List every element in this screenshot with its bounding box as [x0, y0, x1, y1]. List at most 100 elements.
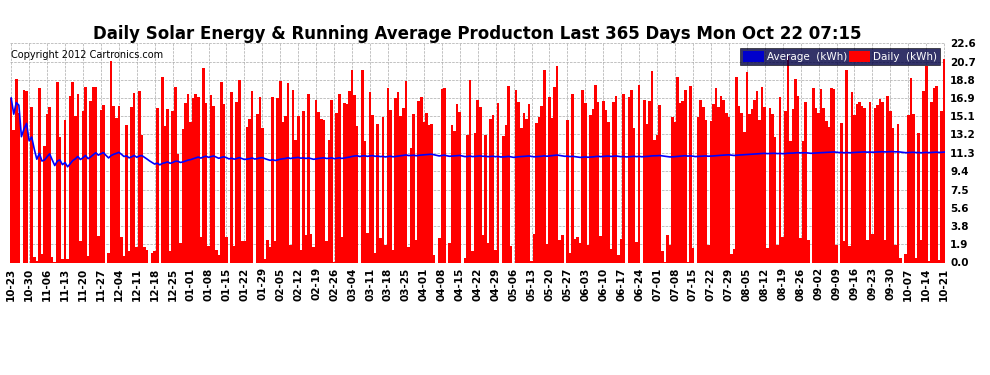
Bar	[702, 107, 705, 262]
Bar	[389, 110, 392, 262]
Bar	[187, 93, 189, 262]
Bar	[192, 98, 194, 262]
Bar	[223, 104, 225, 262]
Bar	[794, 80, 797, 262]
Bar	[161, 77, 163, 262]
Bar	[448, 243, 450, 262]
Bar	[940, 111, 942, 262]
Bar	[602, 101, 605, 262]
Bar	[697, 117, 699, 262]
Bar	[353, 95, 356, 262]
Bar	[676, 78, 679, 262]
Bar	[231, 92, 233, 262]
Bar	[899, 258, 902, 262]
Bar	[643, 100, 645, 262]
Bar	[102, 105, 105, 262]
Bar	[49, 107, 50, 262]
Bar	[674, 123, 676, 262]
Bar	[338, 94, 341, 262]
Bar	[363, 141, 366, 262]
Bar	[207, 246, 210, 262]
Bar	[858, 102, 861, 262]
Bar	[481, 236, 484, 262]
Bar	[146, 251, 148, 262]
Bar	[181, 129, 184, 262]
Bar	[520, 128, 523, 262]
Bar	[707, 245, 710, 262]
Bar	[633, 128, 636, 262]
Bar	[584, 103, 587, 262]
Bar	[620, 239, 623, 262]
Bar	[397, 92, 400, 262]
Bar	[92, 87, 94, 262]
Bar	[884, 240, 886, 262]
Bar	[879, 99, 881, 262]
Bar	[558, 240, 561, 262]
Bar	[628, 98, 631, 262]
Bar	[925, 66, 928, 262]
Bar	[718, 107, 720, 262]
Bar	[797, 96, 799, 262]
Bar	[258, 97, 261, 262]
Bar	[276, 98, 279, 262]
Bar	[484, 135, 487, 262]
Bar	[344, 102, 346, 262]
Bar	[279, 81, 281, 262]
Bar	[450, 125, 453, 262]
Bar	[579, 243, 581, 262]
Bar	[653, 140, 655, 262]
Bar	[561, 236, 563, 262]
Bar	[905, 254, 907, 262]
Bar	[113, 106, 115, 262]
Bar	[771, 114, 774, 262]
Bar	[356, 126, 358, 262]
Bar	[428, 125, 431, 262]
Bar	[487, 243, 489, 262]
Bar	[118, 106, 120, 262]
Bar	[189, 123, 192, 262]
Bar	[568, 252, 571, 262]
Bar	[71, 82, 74, 262]
Bar	[876, 105, 879, 262]
Bar	[923, 91, 925, 262]
Bar	[525, 119, 528, 262]
Bar	[518, 102, 520, 262]
Bar	[531, 261, 533, 262]
Bar	[474, 134, 476, 262]
Bar	[284, 116, 287, 262]
Bar	[907, 116, 910, 262]
Bar	[184, 103, 187, 262]
Bar	[366, 233, 368, 262]
Bar	[555, 66, 558, 262]
Bar	[453, 131, 455, 262]
Bar	[497, 103, 500, 262]
Bar	[46, 114, 49, 262]
Bar	[423, 122, 425, 262]
Bar	[133, 93, 136, 262]
Bar	[250, 92, 253, 262]
Bar	[689, 86, 692, 262]
Bar	[418, 101, 420, 262]
Bar	[638, 85, 641, 262]
Bar	[938, 260, 940, 262]
Bar	[376, 124, 379, 262]
Bar	[581, 90, 584, 262]
Bar	[725, 112, 728, 262]
Bar	[263, 259, 266, 262]
Bar	[44, 146, 46, 262]
Bar	[545, 244, 548, 262]
Bar	[268, 247, 271, 262]
Bar	[550, 118, 553, 262]
Bar	[153, 251, 156, 262]
Bar	[433, 255, 436, 262]
Bar	[845, 70, 848, 262]
Bar	[733, 249, 736, 262]
Bar	[384, 245, 387, 262]
Bar	[723, 100, 725, 262]
Bar	[828, 127, 830, 262]
Bar	[668, 245, 671, 262]
Bar	[494, 250, 497, 262]
Bar	[405, 81, 407, 262]
Bar	[371, 115, 374, 262]
Bar	[912, 114, 915, 262]
